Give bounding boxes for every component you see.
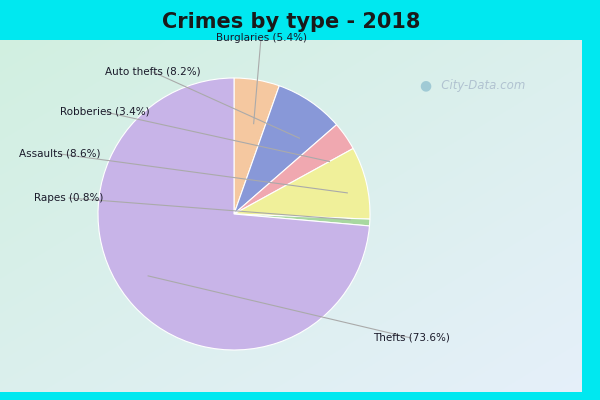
Wedge shape (234, 214, 370, 226)
Text: Auto thefts (8.2%): Auto thefts (8.2%) (105, 67, 201, 77)
Text: City-Data.com: City-Data.com (430, 79, 525, 92)
Text: Assaults (8.6%): Assaults (8.6%) (19, 149, 101, 159)
Text: Robberies (3.4%): Robberies (3.4%) (60, 107, 150, 117)
Text: ●: ● (419, 79, 431, 93)
Text: Crimes by type - 2018: Crimes by type - 2018 (162, 12, 420, 32)
Text: Rapes (0.8%): Rapes (0.8%) (34, 193, 104, 203)
Wedge shape (234, 125, 353, 214)
Wedge shape (234, 86, 337, 214)
Wedge shape (234, 148, 370, 219)
Text: Burglaries (5.4%): Burglaries (5.4%) (215, 33, 307, 43)
Text: Thefts (73.6%): Thefts (73.6%) (373, 333, 449, 343)
Wedge shape (234, 78, 279, 214)
Wedge shape (98, 78, 370, 350)
